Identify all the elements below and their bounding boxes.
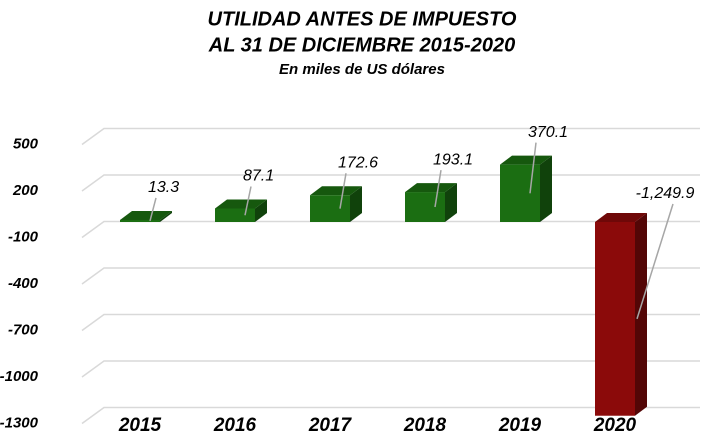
bar-top — [500, 155, 552, 165]
bar-side — [445, 183, 457, 222]
grid-line — [81, 360, 700, 378]
bar-top — [405, 183, 457, 193]
y-tick-label: -700 — [8, 321, 39, 338]
x-tick-label: 2018 — [403, 415, 447, 436]
y-tick-label: 500 — [13, 135, 39, 152]
bar-side — [540, 155, 552, 222]
bar — [310, 195, 350, 222]
x-tick-label: 2020 — [593, 415, 637, 436]
leader-line — [244, 186, 252, 216]
data-label: 193.1 — [433, 151, 473, 168]
x-tick-label: 2016 — [213, 415, 257, 436]
y-tick-label: -1000 — [0, 368, 39, 385]
chart-title: AL 31 DE DICIEMBRE 2015-2020 — [208, 34, 515, 56]
y-tick-label: -100 — [8, 228, 39, 245]
grid-line — [81, 127, 700, 146]
chart-subtitle: En miles de US dólares — [279, 61, 445, 78]
data-label: 172.6 — [338, 154, 378, 171]
chart-title: UTILIDAD ANTES DE IMPUESTO — [208, 8, 517, 30]
bar-top — [215, 199, 267, 209]
grid-line — [81, 267, 700, 285]
leader-line — [434, 169, 442, 208]
y-tick-label: -400 — [8, 275, 39, 292]
leader-line — [149, 197, 157, 222]
bar — [405, 192, 445, 222]
x-tick-label: 2019 — [498, 415, 542, 436]
leader-line — [636, 203, 674, 320]
bar-top — [120, 210, 172, 220]
bar-side — [160, 210, 172, 222]
leader-line — [529, 142, 537, 194]
data-label: 87.1 — [243, 168, 274, 185]
bar-top — [595, 213, 647, 222]
bar — [215, 208, 255, 222]
bar-side — [635, 213, 647, 416]
data-label: 13.3 — [148, 179, 179, 196]
leader-line — [339, 173, 347, 209]
bar-top — [310, 186, 362, 196]
bar — [120, 219, 160, 222]
y-tick-label: 200 — [12, 182, 39, 199]
grid-line — [81, 313, 700, 332]
bar-side — [255, 199, 267, 222]
y-tick-label: -1300 — [0, 414, 39, 431]
x-tick-label: 2017 — [308, 415, 353, 436]
data-label: -1,249.9 — [636, 185, 695, 202]
grid-line — [81, 406, 700, 425]
bar-side — [350, 186, 362, 222]
x-tick-label: 2015 — [118, 415, 162, 436]
bar — [595, 222, 635, 416]
bar — [500, 164, 540, 222]
data-label: 370.1 — [528, 124, 568, 141]
